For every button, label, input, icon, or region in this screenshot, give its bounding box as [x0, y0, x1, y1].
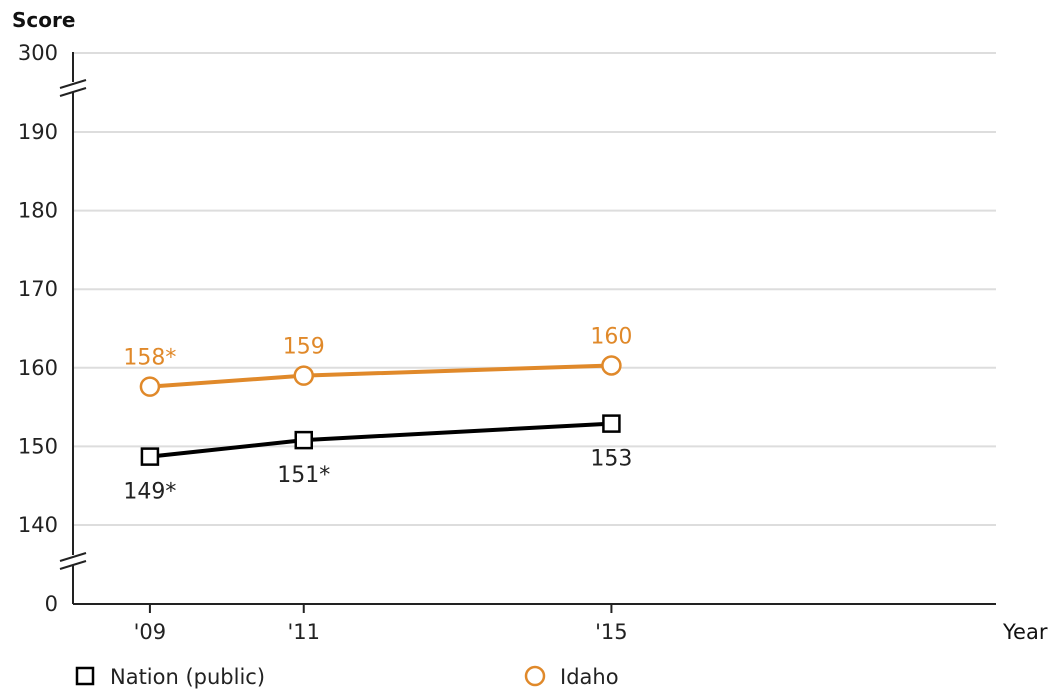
legend-square-marker: [75, 666, 95, 686]
series-line: [149, 421, 612, 459]
axes: Score Year: [12, 8, 1048, 644]
y-tick-label: 190: [18, 120, 58, 144]
data-label: 153: [590, 447, 632, 472]
x-tick-labels: '09 '11 '15: [134, 604, 628, 644]
x-tick-label: '11: [288, 620, 321, 644]
y-tick-labels: 0 140 150 160 170 180 190 300: [18, 41, 58, 616]
data-point: [294, 430, 313, 450]
series: 149* 151* 153 158* 159 160: [123, 324, 632, 504]
data-label: 158*: [123, 346, 176, 371]
data-label: 149*: [123, 480, 176, 505]
series-idaho: 158* 159 160: [123, 324, 632, 397]
data-point: [140, 447, 160, 466]
y-tick-label: 140: [18, 513, 58, 537]
y-tick-label: 170: [18, 277, 58, 301]
y-tick-label: 150: [18, 434, 58, 458]
legend: Nation (public) Idaho: [75, 665, 619, 689]
y-tick-label: 160: [18, 356, 58, 380]
legend-label: Nation (public): [110, 665, 265, 689]
data-point: [293, 365, 314, 386]
legend-item: Nation (public): [75, 665, 265, 689]
data-point: [602, 414, 621, 433]
x-tick-label: '15: [595, 620, 628, 644]
legend-circle-marker: [524, 665, 546, 687]
legend-label: Idaho: [560, 665, 619, 689]
x-axis-title: Year: [1002, 620, 1048, 644]
series-nation-public: 149* 151* 153: [123, 414, 632, 505]
data-label: 151*: [277, 463, 330, 488]
y-axis-break-lower: [58, 552, 88, 570]
data-label: 159: [283, 335, 325, 360]
y-tick-label: 300: [18, 41, 58, 65]
y-tick-label: 180: [18, 199, 58, 223]
x-tick-label: '09: [134, 620, 167, 644]
data-point: [601, 355, 622, 376]
data-point: [139, 376, 161, 397]
y-axis-break-upper: [58, 79, 88, 97]
gridlines: [73, 52, 996, 526]
y-tick-label: 0: [45, 592, 58, 616]
data-label: 160: [590, 324, 632, 349]
y-axis-title: Score: [12, 8, 75, 32]
legend-item: Idaho: [524, 665, 619, 689]
